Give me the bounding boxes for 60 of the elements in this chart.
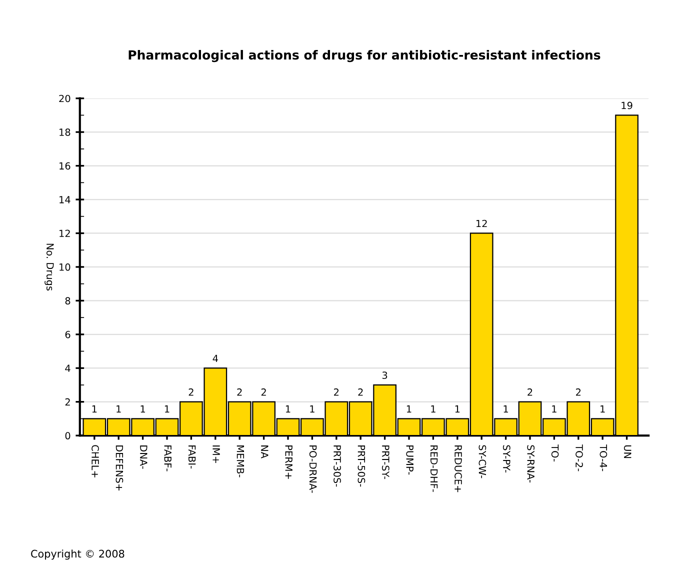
data-label: 1 xyxy=(116,405,121,412)
x-tick-label: UN xyxy=(624,445,632,458)
y-tick-label: 16 xyxy=(60,162,70,170)
y-tick-label: 18 xyxy=(60,128,70,136)
x-tick-label: TO-2- xyxy=(576,444,583,472)
x-tick-label: TO-4- xyxy=(600,444,608,472)
y-tick-label: 0 xyxy=(65,432,70,440)
data-label: 1 xyxy=(431,405,436,412)
x-tick-label: PRT-50S- xyxy=(358,446,366,487)
x-tick-label: TO- xyxy=(551,444,559,462)
data-label: 1 xyxy=(504,405,508,412)
y-tick-label: 2 xyxy=(65,398,70,406)
data-label: 2 xyxy=(261,388,266,396)
data-label: 1 xyxy=(164,405,170,412)
data-label: 19 xyxy=(622,102,632,110)
x-tick-label: PRT-SY- xyxy=(382,446,390,480)
data-label: 3 xyxy=(382,372,388,379)
data-label: 1 xyxy=(406,405,412,412)
x-tick-label: MEMB- xyxy=(236,446,244,478)
x-tick-label: PRT-30S- xyxy=(334,446,341,487)
x-tick-label: NA xyxy=(261,446,268,458)
data-label: 4 xyxy=(212,354,218,362)
y-tick-label: 10 xyxy=(60,263,70,271)
x-tick-label: PO-DRNA- xyxy=(309,446,317,493)
data-label: 2 xyxy=(334,388,339,396)
y-tick-label: 12 xyxy=(60,230,70,237)
x-tick-label: DEFENS+ xyxy=(116,446,124,490)
x-tick-label: PERM+ xyxy=(285,446,292,479)
data-label: 12 xyxy=(476,220,487,228)
x-tick-label: DNA- xyxy=(140,446,148,469)
y-tick-label: 4 xyxy=(65,364,70,372)
y-tick-label: 20 xyxy=(59,94,70,102)
y-tick-label: 14 xyxy=(60,196,70,204)
y-tick-label: 8 xyxy=(65,297,70,304)
text: Copyright © 2008 xyxy=(31,550,124,560)
data-label: 1 xyxy=(600,405,605,412)
data-label: 1 xyxy=(455,405,460,412)
data-label: 1 xyxy=(92,405,97,412)
data-label: 2 xyxy=(188,388,194,396)
data-label: 2 xyxy=(528,388,532,396)
x-tick-label: FABI- xyxy=(188,446,196,469)
data-label: 1 xyxy=(140,405,145,412)
data-label: 2 xyxy=(358,388,363,396)
x-tick-label: SY-PY- xyxy=(502,445,510,473)
data-label: 1 xyxy=(310,405,314,412)
x-tick-label: RED-DHF- xyxy=(430,446,438,492)
y-axis-title: No. Drugs xyxy=(44,244,54,291)
data-label: 2 xyxy=(576,388,581,396)
data-label: 1 xyxy=(286,405,290,412)
y-tick-label: 6 xyxy=(65,330,70,338)
x-tick-label: REDUCE+ xyxy=(454,446,462,492)
chart-title: Pharmacological actions of drugs for antibiotic-resistant infections xyxy=(128,50,600,62)
x-tick-label: PUMP- xyxy=(406,446,414,475)
x-tick-label: IM+ xyxy=(212,446,220,463)
x-tick-label: SY-RNA- xyxy=(527,445,535,483)
x-tick-label: SY-CW- xyxy=(478,445,486,478)
x-tick-label: CHEL+ xyxy=(92,445,99,478)
data-label: 2 xyxy=(237,388,242,396)
data-label: 1 xyxy=(552,405,556,412)
x-tick-label: FABF- xyxy=(164,446,172,472)
